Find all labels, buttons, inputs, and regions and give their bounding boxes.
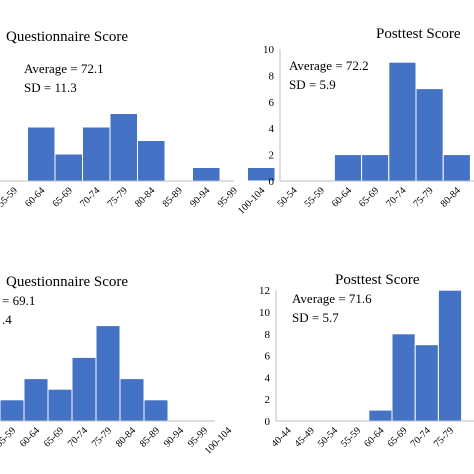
bar [54,153,83,182]
x-tick-label: 55-59 [0,185,20,209]
average-annotation: Average = 71.6 [292,291,372,306]
x-tick-label: 60-64 [362,425,386,449]
y-tick-label: 6 [265,351,271,363]
chart-title: Questionnaire Score [6,29,128,45]
x-tick-label: 70-74 [78,185,102,209]
y-tick-label: 10 [263,44,275,56]
average-annotation: Average = 72.2 [289,58,369,73]
bar [143,399,169,422]
x-tick-label: 65-69 [357,185,381,209]
x-tick-label: 65-69 [42,425,66,449]
sd-annotation: .4 [2,312,12,327]
bar [414,344,439,422]
bar [109,113,138,182]
x-tick-label: 75-79 [106,185,130,209]
bar [391,333,416,422]
y-tick-label: 4 [269,123,275,135]
y-tick-label: 8 [269,70,275,82]
average-annotation: Average = 72.1 [24,61,104,76]
bar [442,154,471,182]
panel-posttest-top: Posttest Score Average = 72.2 SD = 5.9 0… [263,26,474,210]
panel-posttest-bottom: Posttest Score Average = 71.6 SD = 5.7 0… [259,272,474,450]
sd-annotation: SD = 5.7 [292,310,339,325]
bar [82,126,111,182]
y-tick-label: 8 [265,329,271,341]
x-tick-label: 50-54 [275,185,299,209]
bar [388,61,417,182]
bar [95,325,121,422]
x-tick-label: 80-84 [133,185,157,209]
y-tick-label: 6 [269,97,275,109]
x-tick-label: 90-94 [162,425,186,449]
x-tick-label: 85-89 [138,425,162,449]
panel-questionnaire-bottom: Questionnaire Score = 69.1 .4 955-5960-6… [0,274,234,457]
chart-title: Posttest Score [335,272,420,288]
x-tick-label: 55-59 [0,425,18,449]
sd-annotation: SD = 11.3 [24,80,77,95]
x-tick-label: 50-54 [316,425,340,449]
x-tick-label: 65-69 [51,185,75,209]
y-tick-label: 0 [265,416,271,428]
panel-questionnaire-top: Questionnaire Score Average = 72.1 SD = … [0,29,276,217]
bar [137,140,166,182]
x-tick-label: 70-74 [409,425,433,449]
x-tick-label: 40-44 [269,425,293,449]
y-tick-label: 12 [259,285,270,297]
bar [368,409,393,422]
x-tick-label: 100-104 [203,425,234,456]
x-tick-label: 60-64 [18,425,42,449]
bar [0,399,25,422]
bar [119,378,145,422]
x-tick-label: 65-69 [385,425,409,449]
y-tick-label: 0 [269,176,275,188]
x-tick-label: 80-84 [439,185,463,209]
x-tick-label: 55-59 [303,185,327,209]
x-tick-label: 60-64 [23,185,47,209]
average-annotation: = 69.1 [2,293,35,308]
chart-title: Questionnaire Score [6,274,128,290]
x-tick-label: 60-64 [330,185,354,209]
x-tick-label: 45-49 [293,425,317,449]
x-tick-label: 95-99 [216,185,240,209]
bar [47,388,73,422]
bar [415,88,444,182]
x-tick-label: 100-104 [236,185,267,216]
y-tick-label: 4 [265,372,271,384]
bar [27,126,56,182]
x-tick-label: 9 [0,185,1,196]
bar [361,154,390,182]
x-tick-label: 90-94 [188,185,212,209]
x-tick-label: 80-84 [114,425,138,449]
bar [71,356,97,422]
y-tick-label: 10 [259,307,271,319]
x-tick-label: 55-59 [339,425,363,449]
x-tick-label: 85-89 [161,185,185,209]
bar [333,154,363,182]
bar [23,378,49,422]
bar [247,167,276,182]
bar [437,289,463,422]
bar [192,167,221,182]
x-tick-label: 70-74 [384,185,408,209]
x-tick-label: 75-79 [432,425,456,449]
y-tick-label: 2 [265,394,271,406]
x-tick-label: 75-79 [411,185,435,209]
chart-title: Posttest Score [376,26,461,42]
sd-annotation: SD = 5.9 [289,77,336,92]
x-tick-label: 75-79 [90,425,114,449]
x-tick-label: 70-74 [66,425,90,449]
y-tick-label: 2 [269,150,275,162]
